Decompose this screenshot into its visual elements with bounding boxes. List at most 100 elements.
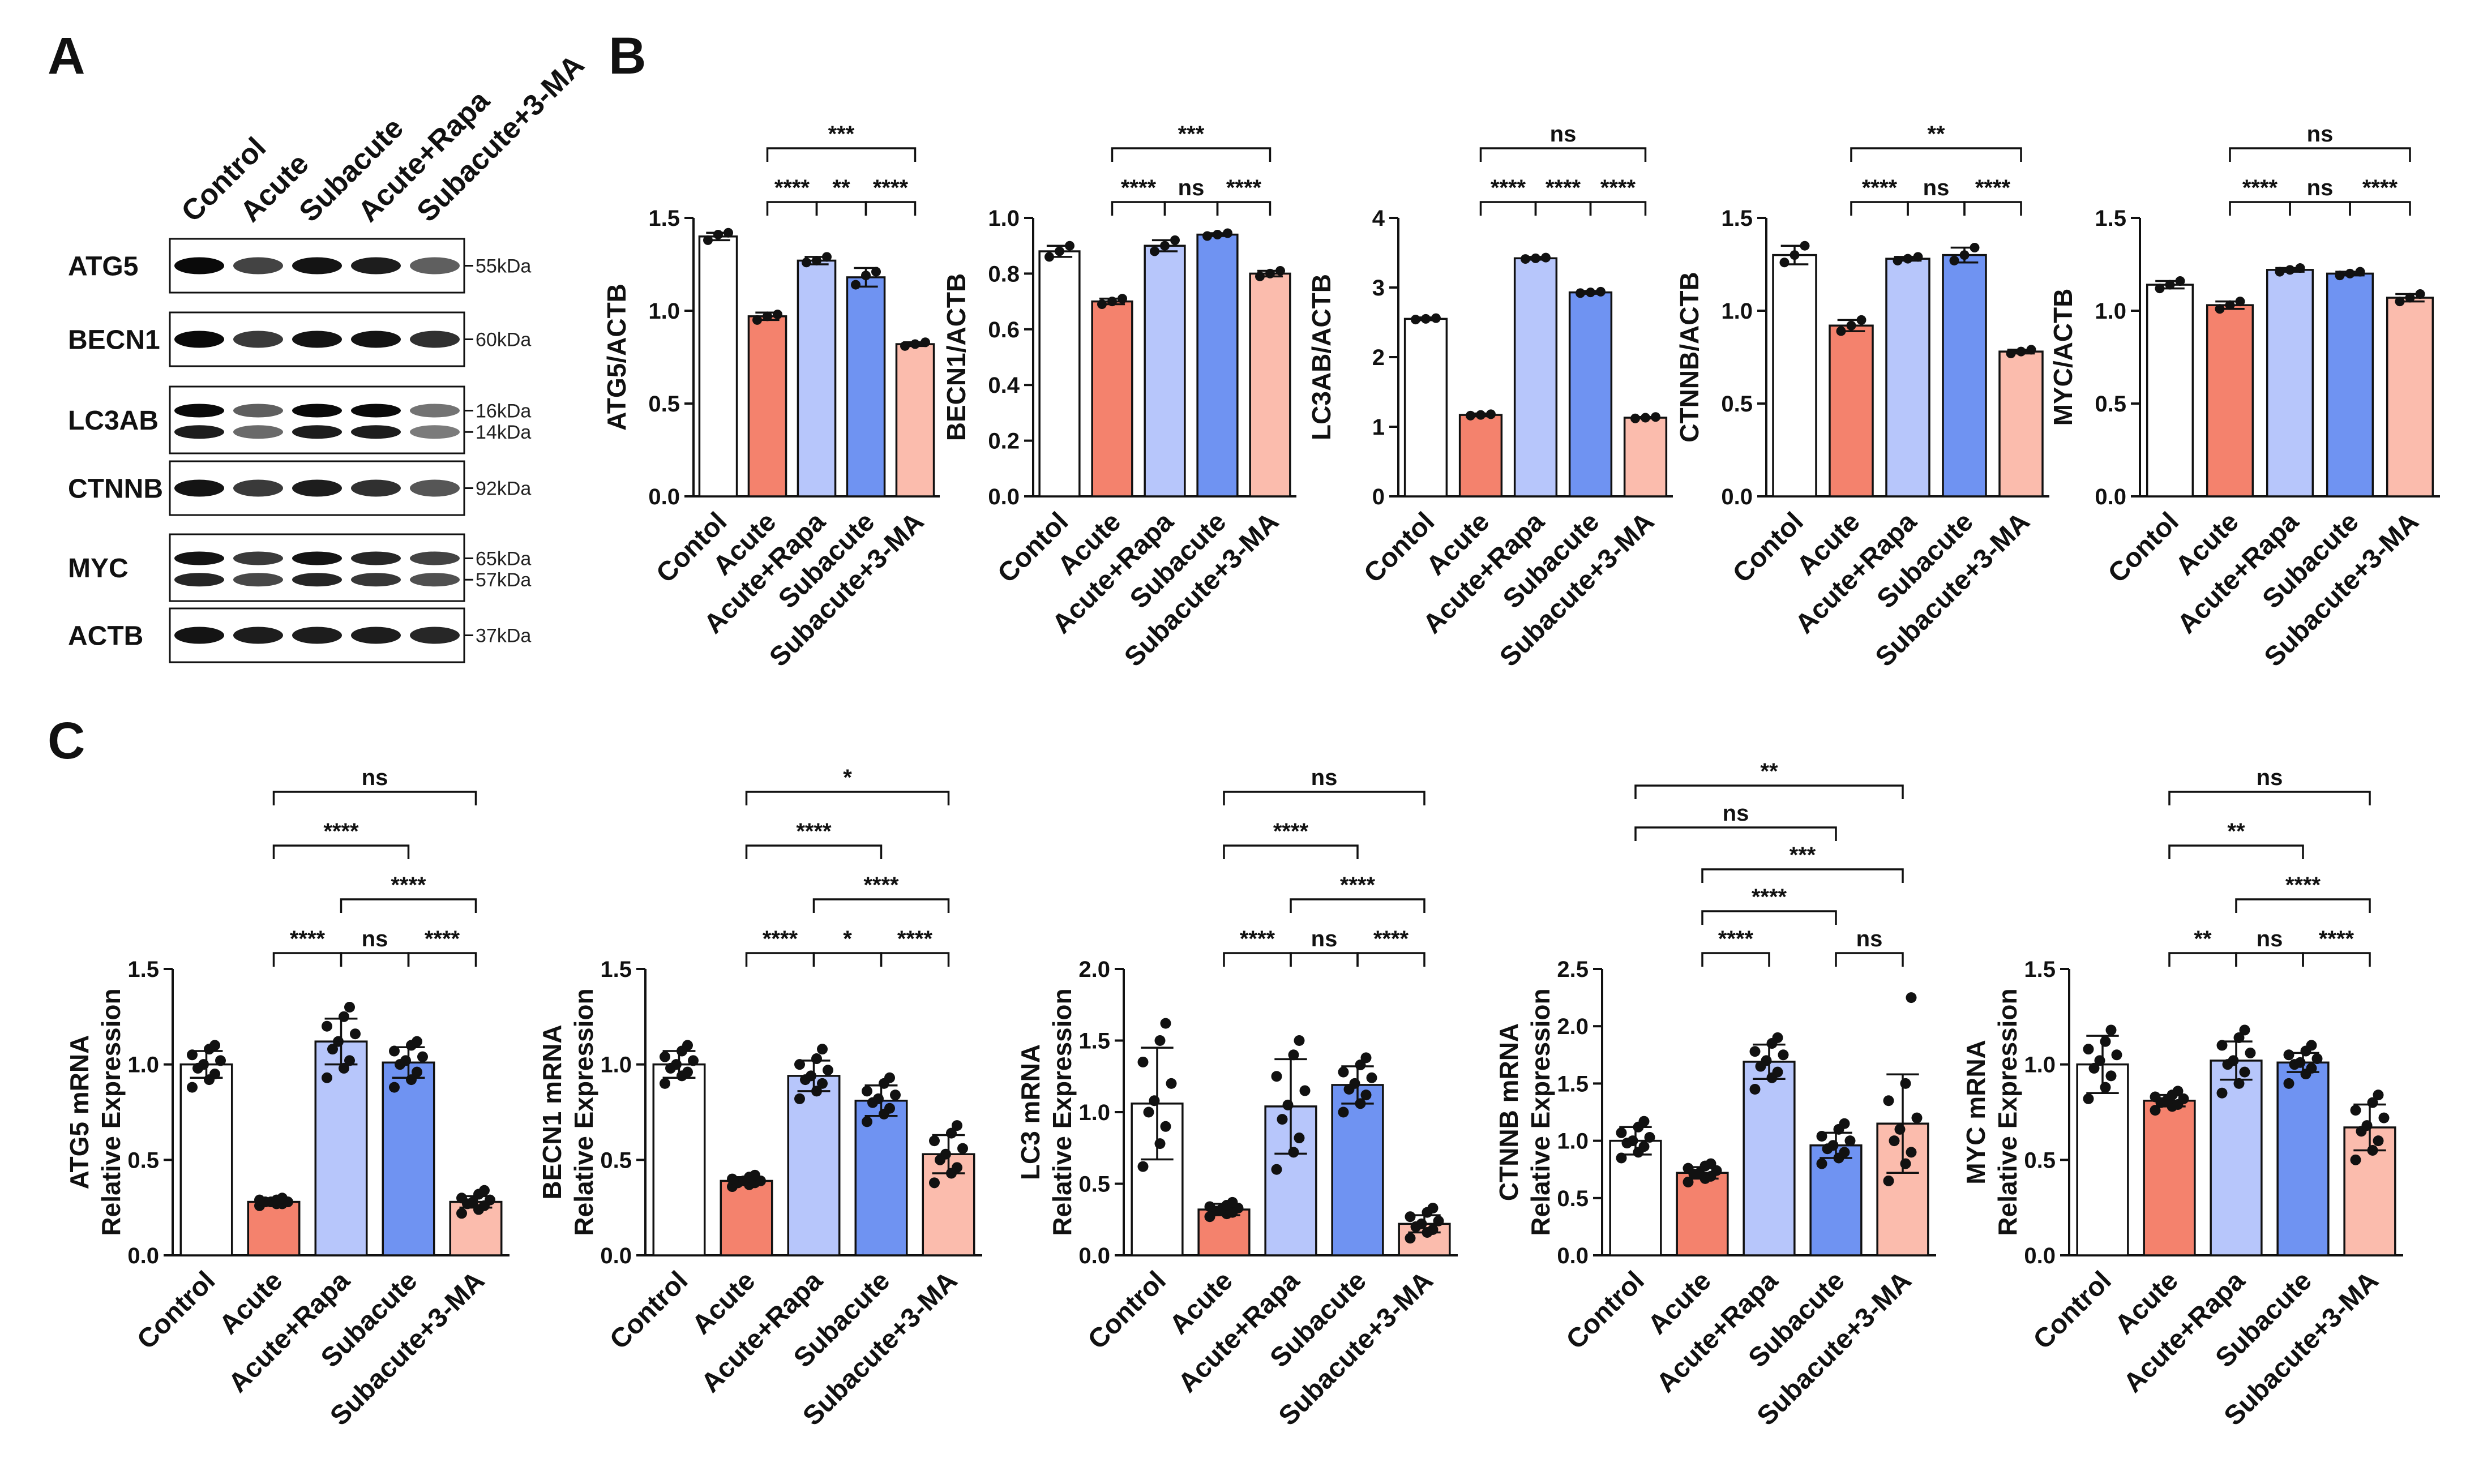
significance-bracket: **** (1216, 175, 1272, 216)
y-axis-label-line: Relative Expression (1993, 988, 2022, 1236)
data-point (817, 1078, 828, 1089)
blot-marker-label: 60kDa (476, 329, 531, 351)
data-point (2373, 1135, 2384, 1147)
data-point (2306, 1040, 2317, 1051)
data-point (890, 1090, 901, 1101)
significance-bracket: ** (2168, 819, 2304, 859)
data-point (2100, 1036, 2111, 1047)
data-point (1223, 228, 1232, 238)
significance-label: **** (1273, 819, 1309, 844)
data-point (811, 1053, 822, 1065)
data-point (400, 1055, 411, 1066)
blot-marker-label: 92kDa (476, 478, 531, 500)
data-point (2111, 1049, 2122, 1061)
panel-a-letter: A (48, 27, 85, 85)
bracket-line (1589, 201, 1647, 216)
data-point (1154, 1138, 1166, 1150)
bracket-line (407, 952, 477, 967)
data-point (2178, 1093, 2189, 1104)
blot-band (351, 404, 401, 418)
data-point (884, 1072, 895, 1083)
y-tick-label: 0.8 (988, 261, 1020, 286)
significance-label: ** (832, 175, 850, 200)
x-tick-label: Control (1082, 1266, 1172, 1355)
bracket-line (2168, 952, 2237, 967)
data-point (1137, 1161, 1149, 1172)
data-point (724, 228, 733, 238)
x-tick-label: Contol (1727, 507, 1809, 589)
significance-bracket: ** (1634, 759, 1904, 799)
significance-bracket: **** (812, 873, 950, 913)
bar (747, 315, 787, 497)
y-tick-label: 1 (1372, 415, 1385, 440)
data-point (2233, 1032, 2245, 1043)
data-point (1761, 1055, 1772, 1066)
data-point (1202, 231, 1212, 241)
blot-band (292, 627, 342, 644)
data-point (1683, 1176, 1694, 1187)
blot-protein-label: ATG5 (68, 252, 138, 282)
bar (2146, 284, 2194, 497)
significance-bracket: **** (407, 927, 477, 967)
bar (1829, 324, 1874, 497)
bracket-line (815, 201, 867, 216)
bracket-line (2168, 844, 2304, 859)
bracket-line (745, 844, 883, 859)
bracket-line (2289, 201, 2351, 216)
data-point (1405, 1233, 1416, 1244)
data-point (1779, 258, 1790, 268)
y-tick-label: 1.0 (1557, 1129, 1589, 1154)
data-point (952, 1162, 962, 1173)
data-point (1338, 1066, 1349, 1078)
data-point (1790, 250, 1800, 260)
bar (314, 1040, 368, 1256)
significance-label: **** (2285, 873, 2321, 898)
data-point (2228, 1055, 2239, 1066)
data-point (713, 230, 723, 240)
data-point (1839, 1147, 1850, 1158)
y-tick-label: 0.5 (648, 392, 680, 417)
data-point (1294, 1035, 1305, 1046)
blot-protein-label: ACTB (68, 621, 143, 651)
data-point (209, 1040, 220, 1051)
data-point (1427, 1203, 1439, 1214)
data-point (1521, 254, 1530, 264)
data-point (1844, 1135, 1856, 1147)
significance-bracket: ** (815, 175, 867, 216)
panel-a-western-blot: A ControlAcuteSubacuteAcute+RapaSubacute… (48, 27, 590, 663)
y-tick-label: 1.0 (2024, 1053, 2056, 1078)
significance-label: **** (2319, 927, 2354, 951)
data-point (1816, 1131, 1827, 1142)
data-point (2395, 297, 2405, 307)
data-point (1906, 1147, 1917, 1158)
bar (854, 1100, 908, 1256)
bracket-line (1850, 147, 2022, 162)
x-tick-label: Contol (2103, 507, 2185, 589)
blot-band (233, 573, 283, 587)
bar (652, 1063, 706, 1256)
data-point (1772, 1066, 1783, 1078)
data-point (1630, 413, 1640, 423)
bar (247, 1200, 301, 1256)
y-axis-label-line: Relative Expression (1047, 988, 1077, 1236)
bracket-line (1963, 201, 2022, 216)
data-point (1616, 1127, 1627, 1138)
data-point (1288, 1147, 1299, 1158)
data-point (1486, 409, 1496, 419)
data-point (1160, 1018, 1171, 1029)
y-tick-label: 0.5 (1721, 392, 1753, 417)
significance-bracket: **** (1111, 175, 1166, 216)
bracket-line (1216, 201, 1272, 216)
blot-marker-label: 14kDa (476, 422, 531, 443)
bar (2386, 297, 2434, 497)
blot-band (233, 331, 283, 348)
significance-label: **** (796, 819, 832, 844)
data-point (2235, 297, 2245, 307)
bar (1568, 291, 1613, 497)
y-axis-label-line: BECN1/ACTB (941, 273, 971, 441)
data-point (900, 341, 910, 351)
data-point (2350, 1154, 2361, 1165)
blot-band (292, 479, 342, 497)
blot-band (174, 257, 224, 275)
